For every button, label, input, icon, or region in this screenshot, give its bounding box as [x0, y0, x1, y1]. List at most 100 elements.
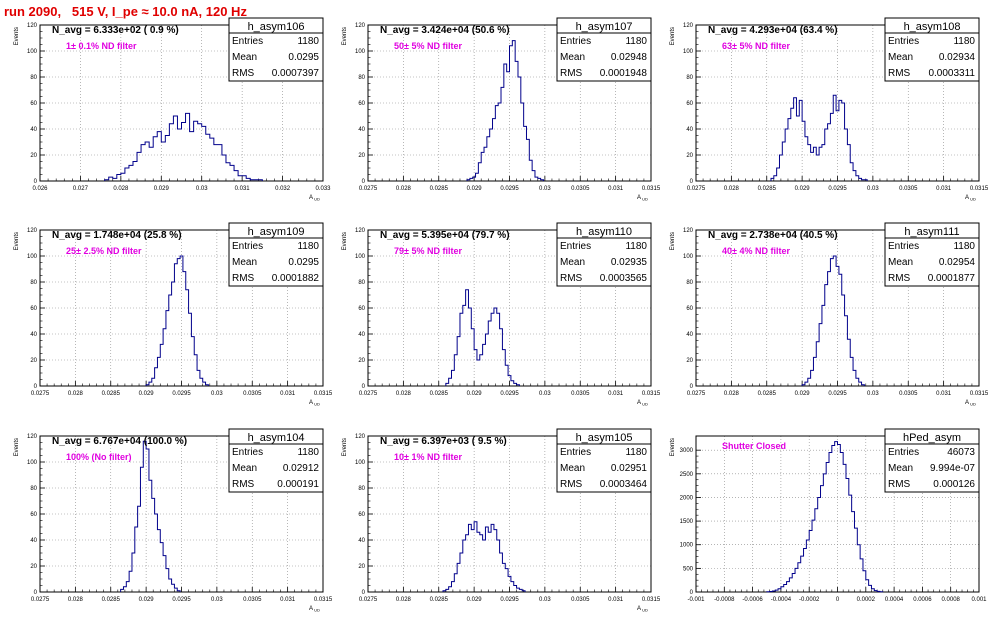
x-tick-label: 0.033 [315, 186, 331, 192]
stats-box [556, 222, 652, 287]
stats-label: Entries [232, 447, 263, 458]
y-tick-label: 120 [27, 23, 38, 29]
x-tick-label: 0.028 [724, 391, 740, 397]
x-axis-label: A UD [637, 606, 648, 613]
page-title: run 2090, 515 V, I_pe ≈ 10.0 nA, 120 Hz [4, 4, 247, 19]
n-avg-label: N_avg = 1.748e+04 (25.8 %) [52, 230, 182, 241]
y-tick-label: 1500 [680, 519, 694, 525]
x-tick-label: 0.0305 [899, 186, 918, 192]
histogram-panel: 0.026 0.027 0.028 0.029 0.03 0.031 0.032 0.033 0… [14, 17, 331, 202]
stats-label: RMS [888, 68, 911, 79]
y-tick-label: 40 [358, 332, 365, 338]
x-axis-label: A UD [965, 400, 976, 407]
x-tick-label: 0.028 [396, 391, 412, 397]
filter-annotation: 50± 5% ND filter [394, 41, 462, 51]
histogram-line [770, 94, 868, 181]
stats-value: 0.000191 [277, 479, 319, 490]
x-tick-label: 0.029 [139, 597, 155, 603]
y-tick-label: 80 [30, 486, 37, 492]
stats-label: Entries [232, 36, 263, 47]
x-tick-label: 0.029 [795, 391, 811, 397]
x-tick-label: 0.026 [32, 186, 48, 192]
y-tick-label: 120 [27, 434, 38, 440]
y-tick-label: 60 [30, 512, 37, 518]
y-tick-label: 80 [358, 75, 365, 81]
stats-value: 46073 [947, 447, 975, 458]
stats-value: 1180 [297, 241, 319, 252]
x-tick-label: 0.027 [73, 186, 89, 192]
x-tick-label: 0.031 [235, 186, 251, 192]
stats-value: 0.0003464 [600, 479, 648, 490]
stats-value: 1180 [625, 36, 647, 47]
x-tick-label: 0.0275 [31, 597, 50, 603]
x-tick-label: -0.0004 [771, 597, 792, 603]
y-tick-label: 20 [30, 358, 37, 364]
stats-label: Mean [888, 463, 913, 474]
stats-box [884, 17, 980, 82]
stats-label: Mean [560, 52, 585, 63]
n-avg-label: N_avg = 2.738e+04 (40.5 %) [708, 230, 838, 241]
y-tick-label: 2000 [680, 495, 694, 501]
stats-label: Entries [560, 36, 591, 47]
y-tick-label: 120 [355, 434, 366, 440]
x-axis-label: A UD [309, 400, 320, 407]
y-tick-label: 40 [686, 332, 693, 338]
filter-annotation: Shutter Closed [722, 441, 786, 451]
histogram-name: h_asym104 [248, 432, 305, 444]
x-tick-label: 0.0275 [31, 391, 50, 397]
x-tick-label: 0.0006 [913, 597, 932, 603]
x-tick-label: 0.03 [867, 186, 879, 192]
x-tick-label: 0.0315 [970, 186, 989, 192]
y-tick-label: 0 [690, 384, 694, 390]
x-tick-label: 0.028 [724, 186, 740, 192]
y-axis-label: Events [342, 27, 348, 45]
stats-box [228, 428, 324, 493]
y-tick-label: 100 [683, 49, 694, 55]
histogram-line [801, 255, 865, 386]
x-tick-label: 0.0002 [857, 597, 876, 603]
stats-value: 0.0001882 [272, 273, 320, 284]
stats-label: RMS [888, 479, 911, 490]
y-axis-label: Events [14, 232, 20, 250]
x-axis-label: A UD [309, 195, 320, 202]
y-tick-label: 60 [686, 306, 693, 312]
x-tick-label: 0.0285 [430, 186, 449, 192]
stats-label: RMS [232, 479, 255, 490]
x-tick-label: 0.0315 [642, 186, 661, 192]
n-avg-label: N_avg = 6.767e+04 (100.0 %) [52, 436, 187, 447]
stats-value: 0.000126 [933, 479, 975, 490]
y-tick-label: 100 [27, 49, 38, 55]
histogram-line [145, 255, 209, 386]
y-axis-label: Events [14, 27, 20, 45]
y-tick-label: 0 [34, 384, 38, 390]
x-tick-label: 0.0315 [314, 597, 333, 603]
x-tick-label: -0.001 [687, 597, 705, 603]
x-tick-label: 0.028 [68, 597, 84, 603]
x-tick-label: 0.0295 [828, 391, 847, 397]
x-tick-label: -0.0008 [714, 597, 735, 603]
y-axis-label: Events [670, 438, 676, 456]
y-tick-label: 0 [362, 384, 366, 390]
x-tick-label: 0.0295 [172, 391, 191, 397]
x-tick-label: 0.0305 [571, 186, 590, 192]
y-axis-label: Events [342, 438, 348, 456]
histogram-panel: 0.0275 0.028 0.0285 0.029 0.0295 0.03 0.0305 0.… [14, 222, 333, 407]
x-tick-label: 0.0285 [430, 597, 449, 603]
stats-label: Mean [232, 463, 257, 474]
stats-label: RMS [560, 68, 583, 79]
x-tick-label: 0.0285 [102, 597, 121, 603]
histogram-line [445, 289, 520, 386]
stats-value: 0.0295 [288, 257, 319, 268]
stats-value: 0.02912 [283, 463, 320, 474]
y-tick-label: 100 [355, 49, 366, 55]
x-tick-label: 0.028 [113, 186, 129, 192]
y-tick-label: 40 [30, 538, 37, 544]
x-tick-label: 0.0004 [885, 597, 904, 603]
x-tick-label: 0.03 [539, 597, 551, 603]
x-tick-label: 0.0285 [758, 391, 777, 397]
x-tick-label: 0.0315 [314, 391, 333, 397]
y-tick-label: 60 [358, 306, 365, 312]
x-tick-label: 0 [836, 597, 840, 603]
stats-value: 0.02948 [611, 52, 648, 63]
histogram-name: h_asym105 [576, 432, 633, 444]
